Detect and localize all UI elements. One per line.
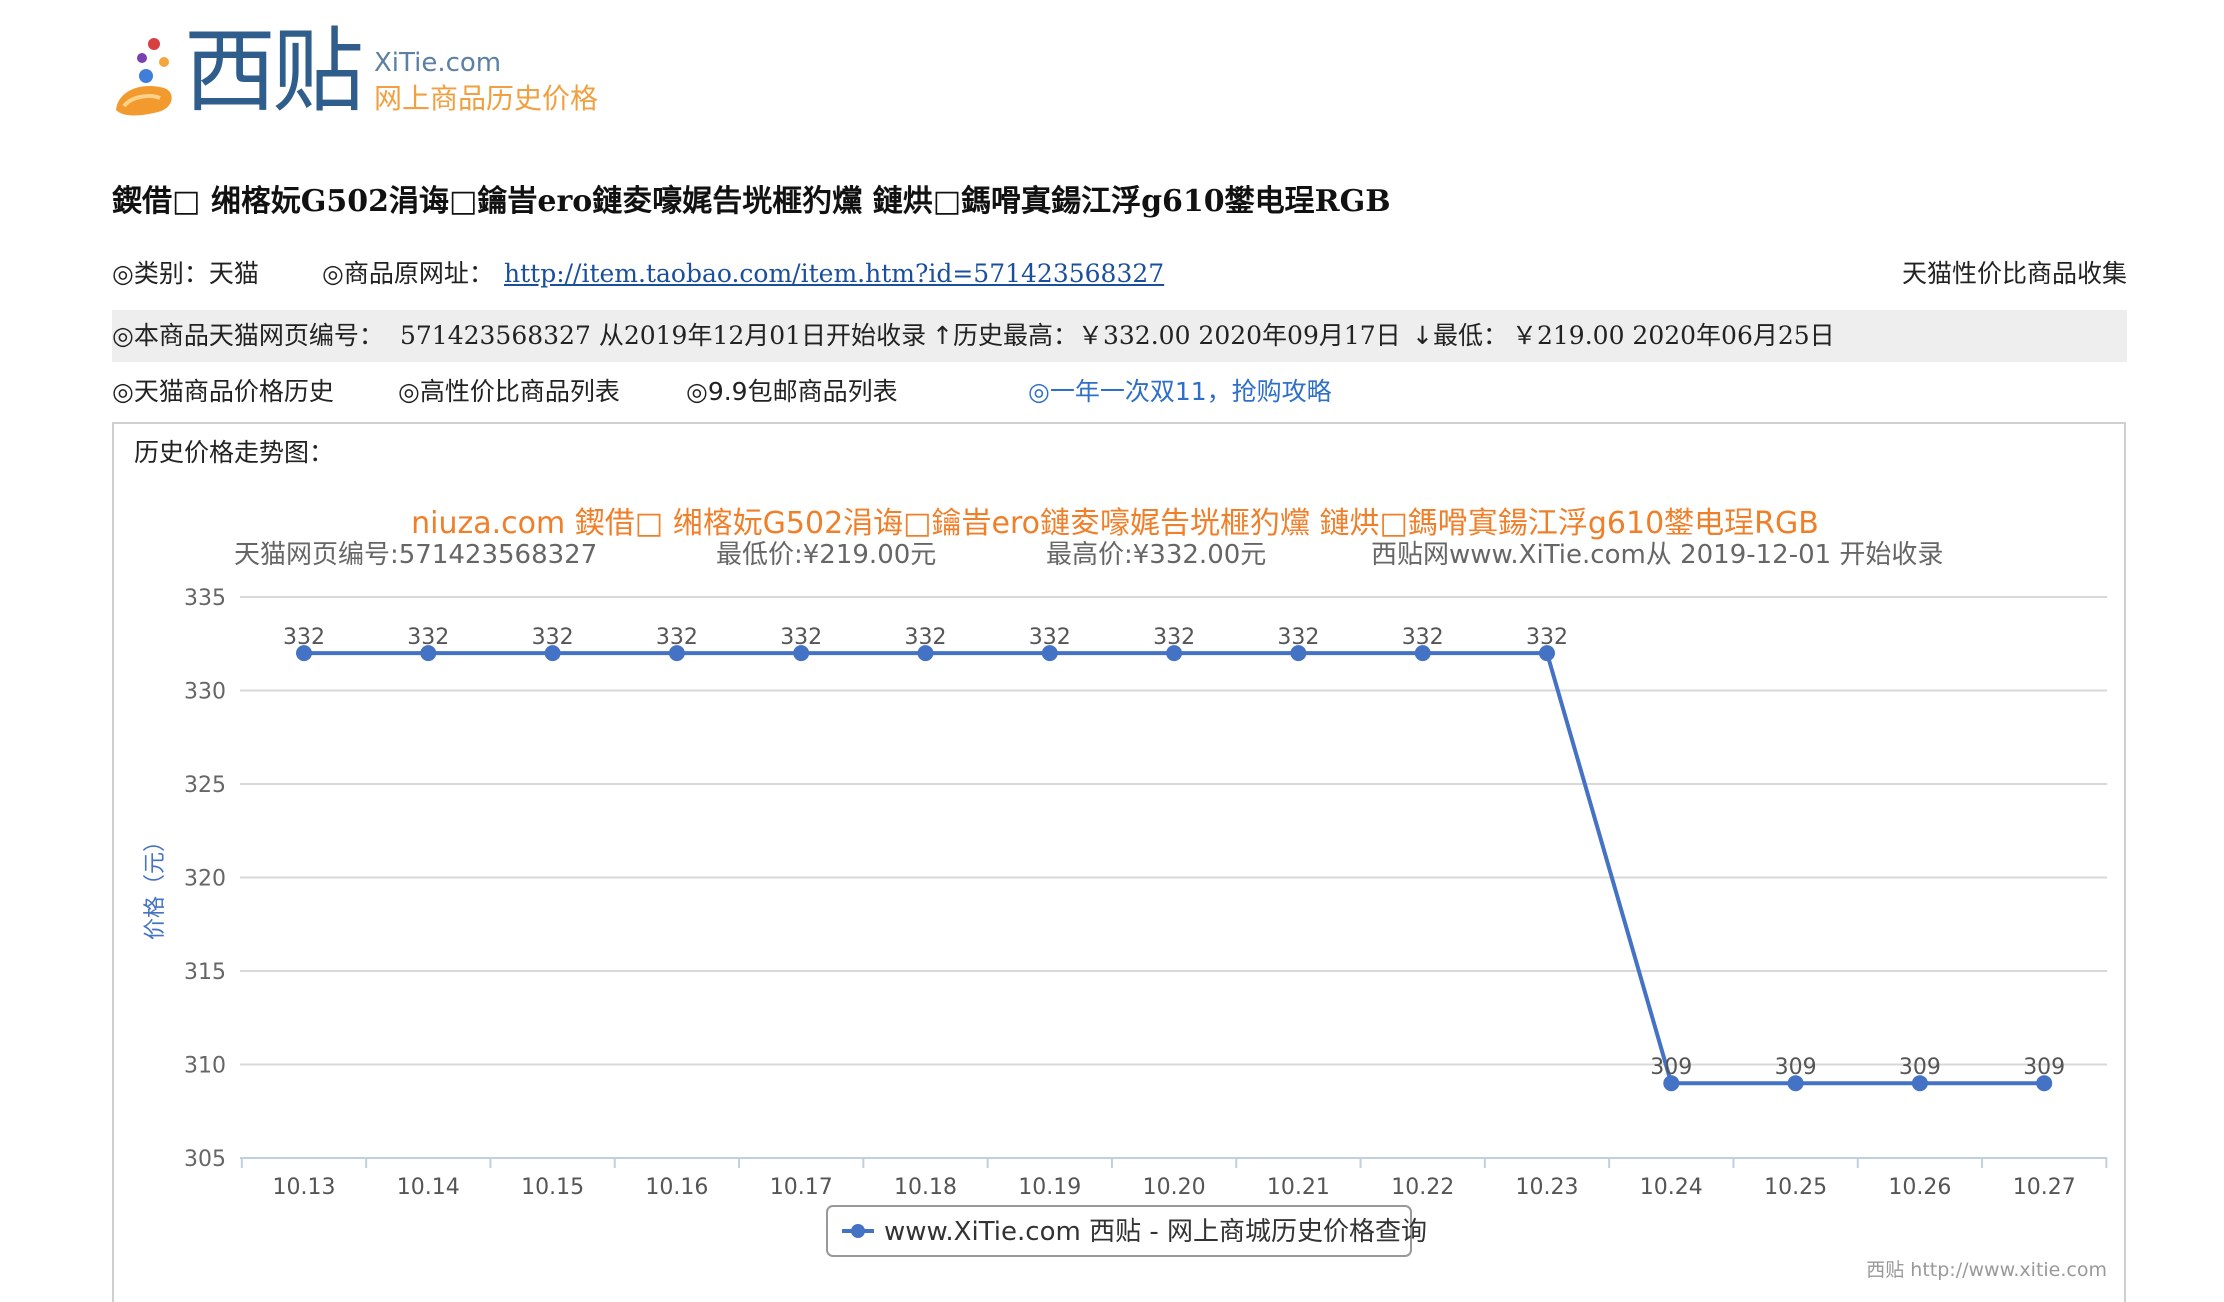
data-label: 332 — [1277, 625, 1319, 650]
highest-price-label: ↑历史最高： — [932, 321, 1078, 350]
data-point[interactable] — [1166, 645, 1183, 662]
y-tick-label: 305 — [184, 1147, 226, 1172]
chart-legend[interactable]: www.XiTie.com 西贴 - 网上商城历史价格查询 — [826, 1205, 1427, 1257]
x-tick-label: 10.27 — [2013, 1175, 2076, 1200]
info-row-source: ◎类别：天猫 ◎商品原网址： http://item.taobao.com/it… — [112, 252, 2127, 296]
chart-subtitle-since: 西贴网www.XiTie.com从 2019-12-01 开始收录 — [1371, 540, 1943, 570]
data-label: 332 — [656, 625, 698, 650]
chart-subtitle-id: 天猫网页编号:571423568327 — [234, 540, 597, 570]
legend-marker-icon — [851, 1224, 865, 1238]
data-point[interactable] — [1539, 645, 1555, 662]
chart-gridlines — [240, 596, 2107, 1066]
data-point[interactable] — [668, 645, 685, 662]
legend-label: www.XiTie.com 西贴 - 网上商城历史价格查询 — [884, 1217, 1427, 1247]
data-point[interactable] — [544, 645, 561, 662]
nav-price-history[interactable]: ◎天猫商品价格历史 — [112, 377, 334, 406]
data-label: 332 — [532, 625, 574, 650]
y-axis-label: 价格（元） — [143, 830, 168, 940]
brand-tagline: 网上商品历史价格 — [374, 82, 599, 115]
data-label: 332 — [1526, 625, 1568, 650]
chart-subtitle-high: 最高价:¥332.00元 — [1046, 540, 1266, 570]
x-tick-label: 10.21 — [1267, 1175, 1330, 1200]
product-title: 鍥借□ 缃楁妧G502涓诲□鑰旹ero鏈夌嚎娓告垙榧犳爣 鏈烘□鎷嗗寘鍚江浮g6… — [112, 184, 1391, 219]
data-label: 332 — [283, 625, 325, 650]
info-row-stats: ◎本商品天猫网页编号： 571423568327 从2019年12月01日开始收… — [112, 310, 2127, 362]
xitie-logo-icon — [116, 38, 172, 116]
data-point[interactable] — [1787, 1075, 1804, 1092]
data-label: 332 — [905, 625, 947, 650]
x-tick-label: 10.20 — [1143, 1175, 1206, 1200]
x-axis: 10.13 10.14 10.15 10.16 10.17 10.18 10.19 10.20… — [240, 1157, 2108, 1200]
price-history-panel: 历史价格走势图： — [112, 422, 2126, 1302]
x-tick-label: 10.25 — [1764, 1175, 1827, 1200]
data-point[interactable] — [1911, 1075, 1928, 1092]
nav-free-shipping[interactable]: ◎9.9包邮商品列表 — [686, 377, 898, 406]
site-logo[interactable]: 西贴 XiTie.com 网上商品历史价格 — [112, 22, 632, 130]
x-tick-label: 10.19 — [1018, 1175, 1081, 1200]
collection-link[interactable]: 天猫性价比商品收集 — [1901, 259, 2127, 288]
y-tick-label: 315 — [184, 960, 226, 985]
y-tick-label: 320 — [184, 867, 226, 892]
data-point[interactable] — [1663, 1075, 1680, 1092]
data-point[interactable] — [1290, 645, 1307, 662]
data-point[interactable] — [420, 645, 437, 662]
x-tick-label: 10.17 — [770, 1175, 833, 1200]
data-label: 309 — [1775, 1055, 1817, 1080]
x-tick-label: 10.13 — [273, 1175, 336, 1200]
source-url-label: ◎商品原网址： — [322, 259, 494, 288]
chart-subtitle-low: 最低价:¥219.00元 — [716, 540, 936, 570]
x-tick-label: 10.24 — [1640, 1175, 1703, 1200]
tmall-id-label: ◎本商品天猫网页编号： — [112, 321, 384, 350]
brand-name-en: XiTie.com — [374, 48, 502, 78]
x-tick-label: 10.14 — [397, 1175, 460, 1200]
y-tick-label: 310 — [184, 1054, 226, 1079]
brand-name-cn: 西贴 — [184, 18, 364, 125]
data-point[interactable] — [296, 645, 312, 662]
source-url-link[interactable]: http://item.taobao.com/item.htm?id=57142… — [504, 259, 1165, 288]
x-tick-label: 10.15 — [521, 1175, 584, 1200]
nav-promo-link[interactable]: ◎一年一次双11，抢购攻略 — [1028, 377, 1332, 406]
lowest-price-value: ￥219.00 2020年06月25日 — [1512, 321, 1835, 350]
panel-label: 历史价格走势图： — [134, 438, 335, 467]
chart-title: niuza.com 鍥借□ 缃楁妧G502涓诲□鑰旹ero鏈夌嚎娓告垙榧犳爣 鏈… — [411, 506, 1819, 541]
data-label: 332 — [1402, 625, 1444, 650]
series-line — [304, 651, 2045, 1086]
data-label: 332 — [1029, 625, 1071, 650]
data-label: 309 — [1650, 1055, 1692, 1080]
y-axis: 305 310 315 320 325 330 335 — [184, 586, 226, 1172]
chart-credit[interactable]: 西贴 http://www.xitie.com — [1866, 1259, 2107, 1281]
data-point[interactable] — [1414, 645, 1431, 662]
x-tick-label: 10.18 — [894, 1175, 957, 1200]
data-point[interactable] — [917, 645, 934, 662]
data-label: 309 — [1899, 1055, 1941, 1080]
lowest-price-label: ↓最低： — [1412, 321, 1508, 350]
data-point[interactable] — [793, 645, 810, 662]
category-text: ◎类别：天猫 — [112, 259, 259, 288]
data-label: 332 — [1153, 625, 1195, 650]
x-tick-label: 10.26 — [1888, 1175, 1951, 1200]
data-label: 309 — [2023, 1055, 2065, 1080]
x-tick-label: 10.22 — [1391, 1175, 1454, 1200]
y-tick-label: 335 — [184, 586, 226, 611]
data-point[interactable] — [2036, 1075, 2053, 1092]
chart-series: 332 332 332 332 332 332 332 332 332 332 332 309 309 3… — [283, 625, 2065, 1092]
nav-value-list[interactable]: ◎高性价比商品列表 — [398, 377, 620, 406]
data-point[interactable] — [1041, 645, 1058, 662]
x-tick-label: 10.23 — [1516, 1175, 1579, 1200]
highest-price-value: ￥332.00 2020年09月17日 — [1078, 321, 1401, 350]
data-label: 332 — [780, 625, 822, 650]
data-label: 332 — [407, 625, 449, 650]
x-tick-label: 10.16 — [645, 1175, 708, 1200]
nav-links: ◎天猫商品价格历史 ◎高性价比商品列表 ◎9.9包邮商品列表 ◎一年一次双11，… — [112, 370, 2127, 414]
y-tick-label: 330 — [184, 680, 226, 705]
y-tick-label: 325 — [184, 773, 226, 798]
tmall-id-value: 571423568327 从2019年12月01日开始收录 — [400, 321, 927, 350]
